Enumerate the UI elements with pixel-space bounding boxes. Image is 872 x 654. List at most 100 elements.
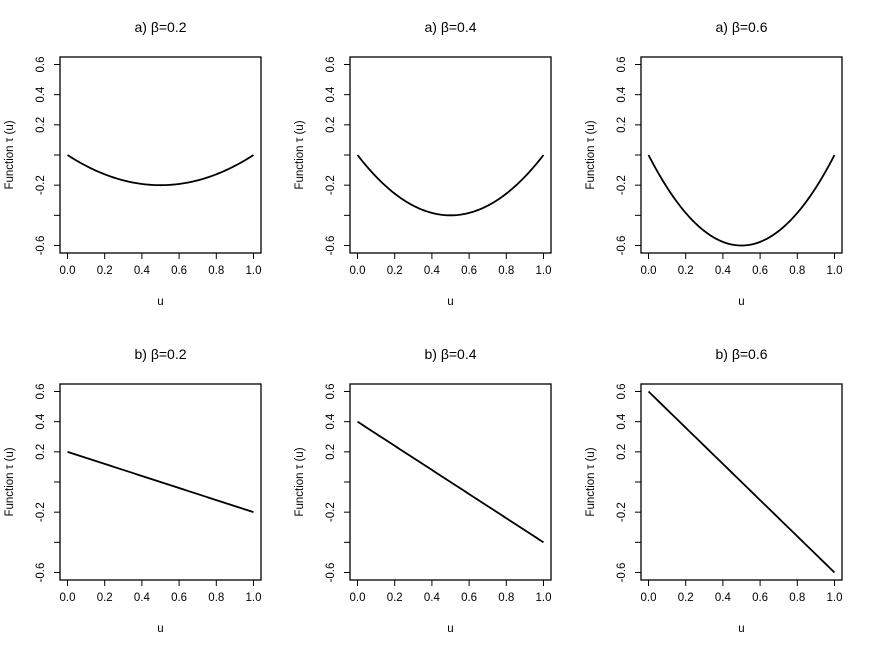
series-line bbox=[647, 390, 836, 574]
x-tick-label: 0.0 bbox=[60, 592, 76, 604]
x-tick-label: 0.4 bbox=[715, 592, 732, 604]
x-tick-label: 0.6 bbox=[461, 592, 477, 604]
panel-title: a) β=0.4 bbox=[424, 19, 476, 35]
series-line bbox=[357, 420, 544, 544]
y-tick-label: -0.2 bbox=[616, 175, 628, 195]
x-tick-label: 0.2 bbox=[678, 265, 694, 277]
x-tick-label: 0.0 bbox=[350, 265, 366, 277]
x-tick-label: 0.6 bbox=[171, 592, 187, 604]
panel-5: 0.0 0.2 0.4 0.6 0.8 1.0 -0.6 -0.2 0.2 0.4 0.6 b) β=… bbox=[294, 346, 552, 635]
y-tick-label: 0.6 bbox=[325, 57, 337, 73]
panel-2: 0.0 0.2 0.4 0.6 0.8 1.0 -0.6 -0.2 0.2 0.4 0.6 a) β=… bbox=[294, 19, 552, 308]
y-axis-label: Function τ (u) bbox=[585, 120, 597, 189]
x-tick-label: 1.0 bbox=[536, 592, 552, 604]
y-tick-label: 0.6 bbox=[35, 384, 47, 400]
x-tick-label: 0.4 bbox=[424, 592, 441, 604]
panel-6: 0.0 0.2 0.4 0.6 0.8 1.0 -0.6 -0.2 0.2 0.4 0.6 b) β=… bbox=[585, 346, 843, 635]
x-tick-label: 0.8 bbox=[789, 265, 805, 277]
y-axis-label: Function τ (u) bbox=[4, 447, 16, 516]
x-tick-label: 0.6 bbox=[752, 592, 768, 604]
x-tick-label: 0.6 bbox=[171, 265, 187, 277]
y-tick-label: -0.6 bbox=[35, 563, 47, 583]
x-tick-label: 0.6 bbox=[461, 265, 477, 277]
y-axis-label: Function τ (u) bbox=[294, 447, 306, 516]
y-tick-label: 0.2 bbox=[616, 117, 628, 133]
x-tick-label: 0.6 bbox=[752, 265, 768, 277]
x-tick-label: 0.0 bbox=[641, 265, 657, 277]
y-tick-label: 0.2 bbox=[325, 444, 337, 460]
panel-title: b) β=0.6 bbox=[715, 346, 767, 362]
x-axis-label: u bbox=[738, 296, 744, 308]
y-tick-label: 0.2 bbox=[35, 117, 47, 133]
series-line bbox=[67, 154, 254, 187]
x-tick-label: 1.0 bbox=[246, 265, 262, 277]
x-tick-label: 0.8 bbox=[208, 592, 224, 604]
x-tick-label: 0.2 bbox=[97, 592, 113, 604]
x-axis-label: u bbox=[157, 296, 163, 308]
y-tick-label: 0.6 bbox=[616, 57, 628, 73]
y-axis-label: Function τ (u) bbox=[294, 120, 306, 189]
y-tick-label: 0.2 bbox=[35, 444, 47, 460]
panel-title: b) β=0.4 bbox=[424, 346, 476, 362]
panel-title: a) β=0.6 bbox=[715, 19, 767, 35]
y-tick-label: 0.6 bbox=[35, 57, 47, 73]
y-axis-label: Function τ (u) bbox=[4, 120, 16, 189]
y-tick-label: -0.2 bbox=[325, 175, 337, 195]
plot-frame bbox=[59, 56, 262, 254]
y-tick-label: 0.4 bbox=[325, 413, 337, 430]
y-tick-label: 0.6 bbox=[616, 384, 628, 400]
x-axis-label: u bbox=[738, 623, 744, 635]
x-tick-label: 0.8 bbox=[498, 265, 514, 277]
x-axis-label: u bbox=[157, 623, 163, 635]
y-tick-label: -0.6 bbox=[616, 563, 628, 583]
x-tick-label: 0.4 bbox=[134, 265, 151, 277]
series-line bbox=[356, 154, 545, 217]
x-axis-label: u bbox=[447, 623, 453, 635]
plot-frame bbox=[349, 56, 552, 254]
y-tick-label: 0.4 bbox=[35, 413, 47, 430]
y-tick-label: -0.6 bbox=[35, 236, 47, 256]
x-tick-label: 0.4 bbox=[424, 265, 441, 277]
x-tick-label: 0.2 bbox=[678, 592, 694, 604]
x-tick-label: 0.4 bbox=[715, 265, 732, 277]
x-tick-label: 0.0 bbox=[350, 592, 366, 604]
x-tick-label: 0.8 bbox=[208, 265, 224, 277]
y-tick-label: -0.6 bbox=[325, 236, 337, 256]
x-tick-label: 0.2 bbox=[97, 265, 113, 277]
x-tick-label: 1.0 bbox=[246, 592, 262, 604]
y-tick-label: 0.6 bbox=[325, 384, 337, 400]
panel-title: a) β=0.2 bbox=[134, 19, 186, 35]
y-tick-label: -0.2 bbox=[35, 175, 47, 195]
x-axis-label: u bbox=[447, 296, 453, 308]
x-tick-label: 0.8 bbox=[498, 592, 514, 604]
y-tick-label: -0.6 bbox=[616, 236, 628, 256]
x-tick-label: 0.0 bbox=[641, 592, 657, 604]
panel-3: 0.0 0.2 0.4 0.6 0.8 1.0 -0.6 -0.2 0.2 0.4 0.6 a) β=… bbox=[585, 19, 843, 308]
y-tick-label: 0.4 bbox=[325, 86, 337, 103]
x-tick-label: 0.4 bbox=[134, 592, 151, 604]
y-tick-label: 0.2 bbox=[616, 444, 628, 460]
x-tick-label: 1.0 bbox=[827, 592, 843, 604]
x-tick-label: 0.2 bbox=[387, 592, 403, 604]
y-tick-label: 0.4 bbox=[616, 413, 628, 430]
y-tick-label: 0.4 bbox=[35, 86, 47, 103]
x-tick-label: 0.0 bbox=[60, 265, 76, 277]
panel-title: b) β=0.2 bbox=[134, 346, 186, 362]
series-line bbox=[647, 154, 836, 247]
panel-4: 0.0 0.2 0.4 0.6 0.8 1.0 -0.6 -0.2 0.2 0.4 0.6 b) β=… bbox=[4, 346, 262, 635]
panel-1: 0.0 0.2 0.4 0.6 0.8 1.0 -0.6 -0.2 0.2 0.4 0.6 a) β=… bbox=[4, 19, 262, 308]
x-tick-label: 1.0 bbox=[536, 265, 552, 277]
y-axis-label: Function τ (u) bbox=[585, 447, 597, 516]
series-line bbox=[67, 450, 254, 514]
x-tick-label: 0.2 bbox=[387, 265, 403, 277]
y-tick-label: 0.2 bbox=[325, 117, 337, 133]
y-tick-label: -0.2 bbox=[616, 502, 628, 522]
x-tick-label: 1.0 bbox=[827, 265, 843, 277]
plot-frame bbox=[640, 56, 843, 254]
y-tick-label: -0.2 bbox=[325, 502, 337, 522]
y-tick-label: 0.4 bbox=[616, 86, 628, 103]
x-tick-label: 0.8 bbox=[789, 592, 805, 604]
y-tick-label: -0.2 bbox=[35, 502, 47, 522]
y-tick-label: -0.6 bbox=[325, 563, 337, 583]
